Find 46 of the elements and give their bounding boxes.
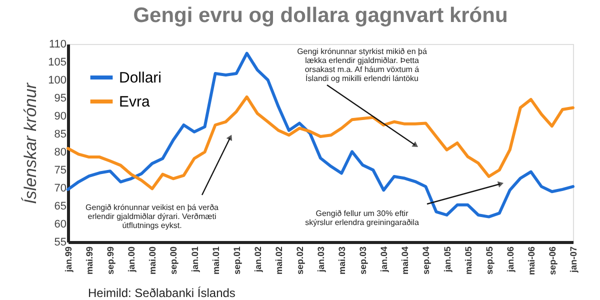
annotation: Gengi krónunnar styrkist mikið en þá lækka erlendir gjaldmiðlar. Þetta orsakast m.a. Af háum vöxtum á Íslandi og mikilli erlendri lántöku xyxy=(297,47,428,83)
x-tick-label: mai.05 xyxy=(463,246,474,275)
y-tick-label: 95 xyxy=(54,92,66,104)
x-tick-label: sep.05 xyxy=(484,246,494,275)
y-axis-title: Íslenskar krónur xyxy=(21,82,40,204)
y-tick-label: 65 xyxy=(54,200,66,212)
legend-label: Evra xyxy=(119,94,150,110)
y-tick-label: 105 xyxy=(48,56,66,68)
x-tick-label: jan.04 xyxy=(379,246,390,274)
x-tick-label: jan.03 xyxy=(316,246,326,274)
annotation: Gengið fellur um 30% eftir skýrslur erlendra greiningaraðila xyxy=(305,209,420,227)
annotation: Gengið krónunnar veikist en þá verða erlendir gjaldmiðlar dýrari. Verðmæti útflutnings eykst. xyxy=(86,203,220,230)
x-tick-label: sep.00 xyxy=(168,246,179,275)
x-tick-label: mai.04 xyxy=(400,246,410,275)
y-tick-label: 80 xyxy=(54,146,66,158)
y-tick-label: 60 xyxy=(54,218,66,230)
x-tick-label: sep.02 xyxy=(294,246,305,275)
x-tick-label: jan.01 xyxy=(190,246,200,274)
line-series xyxy=(66,95,574,190)
x-tick-label: mai.00 xyxy=(148,246,158,275)
y-tick-label: 55 xyxy=(54,236,66,248)
x-tick-label: mai.03 xyxy=(337,246,348,275)
chart-title: Gengi evru og dollara gagnvart krónu xyxy=(133,4,508,27)
x-tick-label: mai.01 xyxy=(210,246,221,275)
y-tick-label: 100 xyxy=(48,74,66,86)
x-tick-label: mai.02 xyxy=(274,246,284,275)
x-tick-label: jan.99 xyxy=(64,246,74,274)
x-tick-label: jan-07 xyxy=(568,246,578,274)
x-tick-label: mai-06 xyxy=(526,246,536,276)
x-tick-label: sep.03 xyxy=(358,246,368,275)
x-tick-label: jan.06 xyxy=(505,246,516,274)
y-tick-label: 90 xyxy=(54,110,66,122)
legend-label: Dollari xyxy=(119,70,162,86)
x-tick-label: sep.01 xyxy=(232,246,242,275)
x-tick-label: sep-06 xyxy=(547,246,558,276)
x-tick-label: jan.00 xyxy=(126,246,137,274)
x-tick-label: mai.99 xyxy=(84,246,95,275)
x-tick-label: jan.02 xyxy=(252,246,263,274)
x-tick-label: jan.05 xyxy=(442,246,452,274)
x-tick-label: sep.04 xyxy=(421,246,432,275)
x-tick-label: sep.99 xyxy=(106,246,116,275)
y-tick-label: 110 xyxy=(48,38,66,50)
text: Heimild: Seðlabanki Íslands xyxy=(88,286,236,300)
y-tick-label: 70 xyxy=(54,182,66,194)
y-tick-label: 85 xyxy=(54,128,66,140)
y-tick-label: 75 xyxy=(54,164,66,176)
